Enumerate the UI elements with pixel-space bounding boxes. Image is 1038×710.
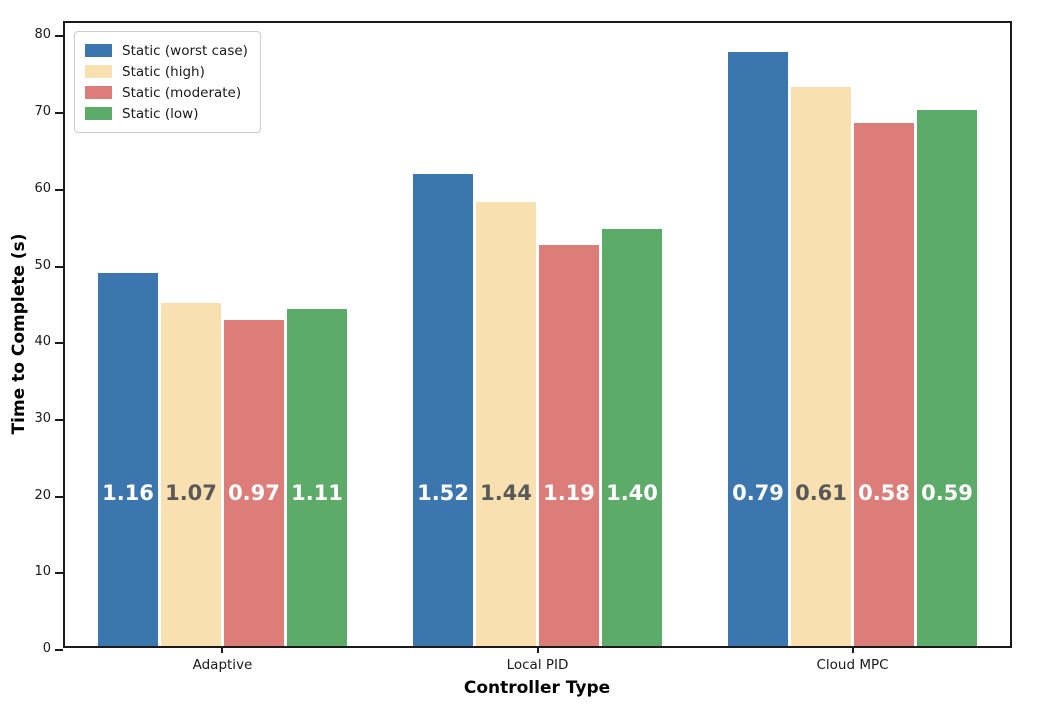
x-tick-label-local-pid: Local PID [506, 657, 569, 673]
plot-area: 0 10 20 30 40 50 60 70 80 Adaptive Local PID Cloud… [34, 21, 1012, 673]
y-tick-mark-50 [55, 265, 63, 268]
bar-static-high-adaptive [160, 303, 222, 646]
y-tick-label-0: 0 [42, 641, 51, 656]
x-tick-label-adaptive: Adaptive [192, 657, 253, 673]
y-tick-mark-30 [55, 418, 63, 421]
x-axis-label: Controller Type [463, 678, 611, 698]
legend-label: Static (worst case) [122, 42, 248, 59]
y-tick-mark-10 [55, 572, 63, 575]
bar-static-moderate-adaptive [223, 319, 285, 646]
legend-swatch-icon [85, 65, 112, 78]
y-tick-label-30: 30 [34, 410, 51, 426]
bar-static-high-cloud-mpc [790, 86, 852, 646]
bar-static-worst-case-cloud-mpc [727, 51, 789, 646]
legend-swatch-icon [85, 107, 112, 120]
legend-swatch-icon [85, 44, 112, 57]
bar-static-moderate-cloud-mpc [853, 122, 915, 646]
y-tick-label-50: 50 [34, 257, 51, 273]
legend-label: Static (high) [122, 63, 205, 80]
legend-item-static-moderate: Static (moderate) [85, 82, 248, 103]
y-tick-label-70: 70 [34, 104, 51, 120]
y-tick-mark-40 [55, 342, 63, 345]
bar-static-high-local-pid [475, 201, 537, 646]
legend-items: Static (worst case) Static (high) Static (… [85, 40, 248, 124]
y-tick-label-60: 60 [34, 180, 51, 196]
y-tick-mark-60 [55, 188, 63, 191]
bar-static-worst-case-adaptive [97, 272, 159, 646]
bar-static-low-cloud-mpc [916, 109, 978, 646]
y-tick-mark-20 [55, 495, 63, 498]
bar-static-low-local-pid [601, 229, 663, 646]
y-tick-label-80: 80 [34, 27, 51, 43]
x-tick-mark-cloud-mpc [851, 646, 854, 653]
bar-static-moderate-local-pid [538, 245, 600, 646]
x-tick-label-cloud-mpc: Cloud MPC [816, 657, 889, 673]
y-tick-label-10: 10 [34, 564, 51, 580]
y-tick-label-20: 20 [34, 487, 51, 503]
legend-item-static-worst-case: Static (worst case) [85, 40, 248, 61]
x-tick-mark-adaptive [221, 646, 224, 653]
legend-item-static-low: Static (low) [85, 103, 248, 124]
legend-label: Static (moderate) [122, 84, 242, 101]
bar-static-low-adaptive [286, 309, 348, 646]
y-tick-label-40: 40 [34, 334, 51, 350]
x-tick-mark-local-pid [536, 646, 539, 653]
legend-label: Static (low) [122, 105, 199, 122]
legend: Static (worst case) Static (high) Static (… [74, 31, 261, 133]
y-tick-mark-0 [55, 649, 63, 651]
legend-item-static-high: Static (high) [85, 61, 248, 82]
y-tick-mark-80 [55, 35, 63, 38]
y-tick-mark-70 [55, 112, 63, 115]
bar-static-worst-case-local-pid [412, 173, 474, 646]
legend-swatch-icon [85, 86, 112, 99]
